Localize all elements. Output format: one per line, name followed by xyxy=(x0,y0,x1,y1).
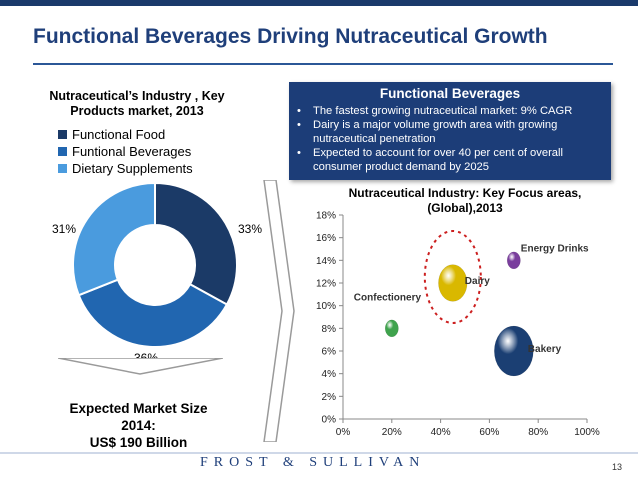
page-number: 13 xyxy=(612,462,623,472)
bubble-point xyxy=(494,325,534,377)
pct-label-dietary-supplements: 31% xyxy=(52,222,77,236)
bubble-label: Bakery xyxy=(528,344,562,355)
market-line-1: Expected Market Size xyxy=(69,401,208,416)
title-rule xyxy=(33,63,613,65)
x-tick-label: 100% xyxy=(574,427,600,438)
x-tick-label: 0% xyxy=(336,427,351,438)
y-tick-label: 18% xyxy=(316,211,336,222)
donut-slice xyxy=(154,181,238,306)
brand-logo: FROST & SULLIVAN xyxy=(200,455,426,470)
legend-swatch xyxy=(58,164,67,173)
bubble-point xyxy=(438,264,468,302)
bubble-chart-title: Nutraceutical Industry: Key Focus areas,… xyxy=(348,186,582,215)
slide-title: Functional Beverages Driving Nutraceutic… xyxy=(33,25,548,48)
x-tick-label: 40% xyxy=(431,427,451,438)
market-line-2: 2014: xyxy=(121,418,156,433)
y-tick-label: 4% xyxy=(322,369,337,380)
title-bar: Functional Beverages Driving Nutraceutic… xyxy=(0,0,638,70)
expected-market-size: Expected Market Size 2014: US$ 190 Billi… xyxy=(41,400,236,451)
functional-beverages-box: Functional Beverages The fastest growing… xyxy=(289,82,611,180)
y-tick-label: 14% xyxy=(316,256,336,267)
bubble-point xyxy=(506,251,521,270)
donut-legend: Functional Food Funtional Beverages Diet… xyxy=(58,126,193,177)
bubble-chart: 0% 2% 4% 6% 8% 10% 12% 14% 16% 18% 0% 20% 40% 60% 80% 1… xyxy=(316,211,600,439)
bubble-label: Confectionery xyxy=(354,292,422,303)
legend-item: Functional Food xyxy=(58,126,193,143)
y-tick-label: 2% xyxy=(322,392,337,403)
legend-label: Functional Food xyxy=(72,127,166,142)
down-arrow-icon xyxy=(58,358,223,375)
pct-label-functional-food: 33% xyxy=(238,222,263,236)
y-tick-label: 12% xyxy=(316,279,336,290)
legend-item: Dietary Supplements xyxy=(58,160,193,177)
donut-chart xyxy=(72,181,238,348)
bubble-point xyxy=(384,319,399,338)
x-tick-label: 20% xyxy=(382,427,402,438)
legend-item: Funtional Beverages xyxy=(58,143,193,160)
market-line-3: US$ 190 Billion xyxy=(89,435,188,450)
donut-slice xyxy=(72,181,156,297)
donut-chart-title: Nutraceutical’s Industry , Key Products … xyxy=(49,89,225,118)
footer-rule xyxy=(0,452,638,454)
y-tick-label: 6% xyxy=(322,347,337,358)
y-tick-label: 16% xyxy=(316,233,336,244)
bubble-label: Energy Drinks xyxy=(521,243,589,254)
x-tick-label: 80% xyxy=(528,427,548,438)
legend-swatch xyxy=(58,147,67,156)
y-tick-label: 0% xyxy=(322,415,337,426)
donut-slice xyxy=(77,278,229,348)
bullet-item: Expected to account for over 40 per cent… xyxy=(295,146,603,174)
legend-label: Funtional Beverages xyxy=(72,144,192,159)
bullet-item: Dairy is a major volume growth area with… xyxy=(295,118,603,146)
bubble-label: Dairy xyxy=(465,276,490,287)
legend-swatch xyxy=(58,130,67,139)
y-tick-label: 10% xyxy=(316,301,336,312)
bullet-list: The fastest growing nutraceutical market… xyxy=(295,104,603,174)
functional-beverages-title: Functional Beverages xyxy=(379,86,521,101)
x-tick-label: 60% xyxy=(479,427,499,438)
y-tick-label: 8% xyxy=(322,324,337,335)
bullet-item: The fastest growing nutraceutical market… xyxy=(295,104,603,118)
dairy-highlight-ellipse xyxy=(423,230,482,324)
top-rule xyxy=(0,0,638,6)
chevron-right-icon xyxy=(263,180,295,442)
legend-label: Dietary Supplements xyxy=(72,161,193,176)
